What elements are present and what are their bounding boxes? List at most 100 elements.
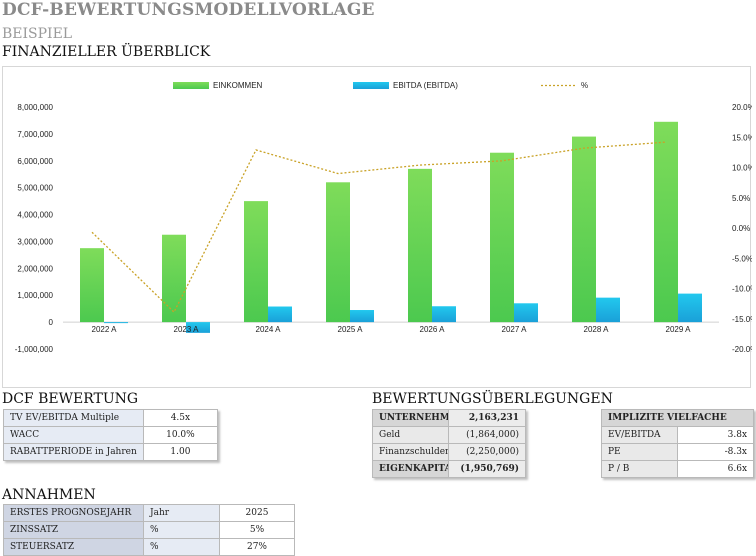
ebitda-bar xyxy=(514,303,538,323)
table-row: WACC 10.0% xyxy=(3,426,219,444)
x-tick-label: 2026 A xyxy=(420,325,446,334)
legend-income-swatch xyxy=(173,82,209,89)
income-bar xyxy=(490,152,514,323)
dcf-value[interactable]: 4.5x xyxy=(142,409,219,427)
legend-percent-label: % xyxy=(581,81,588,90)
valuation-value[interactable]: (1,864,000) xyxy=(448,426,526,444)
multiples-value[interactable]: -8.3x xyxy=(676,443,755,461)
income-bar xyxy=(326,182,350,323)
y2-tick-label: 0.0% xyxy=(732,224,750,233)
ebitda-bar xyxy=(350,310,374,323)
income-bar xyxy=(572,136,596,323)
assumption-unit: % xyxy=(143,521,220,539)
table-row: IMPLIZITE VIELFACHE xyxy=(600,409,755,427)
y2-tick-label: 10.0% xyxy=(732,164,752,173)
table-row: P / B 6.6x xyxy=(601,460,755,478)
valuation-heading: BEWERTUNGSÜBERLEGUNGEN xyxy=(372,391,613,407)
multiples-table: IMPLIZITE VIELFACHE EV/EBITDA 3.8x PE -8… xyxy=(600,409,755,478)
dcf-label: WACC xyxy=(3,426,144,444)
y-tick-label: 0 xyxy=(49,318,54,327)
y2-tick-label: 20.0% xyxy=(732,103,752,112)
x-tick-label: 2029 A xyxy=(666,325,692,334)
x-tick-label: 2023 A xyxy=(174,325,200,334)
table-row: PE -8.3x xyxy=(601,443,755,461)
table-row: EIGENKAPITALWERT (1,950,769) xyxy=(372,460,526,478)
assumption-label: ERSTES PROGNOSEJAHR xyxy=(3,504,144,522)
y-tick-label: 5,000,000 xyxy=(17,184,53,193)
valuation-value[interactable]: 2,163,231 xyxy=(448,409,526,427)
y2-tick-label: -15.0% xyxy=(732,315,752,324)
table-row: STEUERSATZ % 27% xyxy=(3,538,295,556)
y2-tick-label: -10.0% xyxy=(732,285,752,294)
y-tick-label: 2,000,000 xyxy=(17,264,53,273)
assumptions-heading: ANNAHMEN xyxy=(2,487,96,503)
income-bar xyxy=(80,248,104,323)
y-tick-label: 7,000,000 xyxy=(17,130,53,139)
ebitda-bar xyxy=(268,306,292,323)
multiples-label: P / B xyxy=(601,460,678,478)
percent-line xyxy=(91,141,667,314)
table-row: TV EV/EBITDA Multiple 4.5x xyxy=(3,409,219,427)
x-tick-label: 2022 A xyxy=(92,325,118,334)
assumptions-table: ERSTES PROGNOSEJAHR Jahr 2025 ZINSSATZ %… xyxy=(3,504,295,556)
valuation-table: UNTERNEHMENSWERT 2,163,231 Geld (1,864,0… xyxy=(372,409,526,478)
table-row: Geld (1,864,000) xyxy=(372,426,526,444)
dcf-label: RABATTPERIODE in Jahren xyxy=(3,443,144,461)
y-tick-label: 3,000,000 xyxy=(17,237,53,246)
income-bar xyxy=(162,234,186,323)
ebitda-bar xyxy=(596,297,620,323)
x-tick-label: 2027 A xyxy=(502,325,528,334)
valuation-label: Geld xyxy=(372,426,449,444)
table-row: EV/EBITDA 3.8x xyxy=(601,426,755,444)
x-tick-label: 2028 A xyxy=(584,325,610,334)
valuation-label: Finanzschulden xyxy=(372,443,449,461)
y2-tick-label: 15.0% xyxy=(732,133,752,142)
assumption-value[interactable]: 2025 xyxy=(219,504,295,522)
dcf-value[interactable]: 10.0% xyxy=(142,426,219,444)
financial-chart: -1,000,000 0 1,000,000 2,000,000 3,000,000 4,… xyxy=(15,81,752,354)
income-bar xyxy=(408,168,432,323)
legend-ebitda-swatch xyxy=(353,82,389,89)
multiples-value[interactable]: 3.8x xyxy=(676,426,755,444)
table-row: Finanzschulden (2,250,000) xyxy=(372,443,526,461)
assumption-label: ZINSSATZ xyxy=(3,521,144,539)
valuation-label: EIGENKAPITALWERT xyxy=(372,460,449,478)
page-title: DCF-BEWERTUNGSMODELLVORLAGE xyxy=(2,0,375,20)
legend-income-label: EINKOMMEN xyxy=(213,81,263,90)
chart-panel: -1,000,000 0 1,000,000 2,000,000 3,000,000 4,… xyxy=(2,66,752,388)
multiples-value[interactable]: 6.6x xyxy=(676,460,755,478)
multiples-label: EV/EBITDA xyxy=(601,426,678,444)
dcf-heading: DCF BEWERTUNG xyxy=(2,391,139,407)
assumption-unit: Jahr xyxy=(143,504,220,522)
valuation-value[interactable]: (2,250,000) xyxy=(448,443,526,461)
y2-tick-label: -5.0% xyxy=(732,254,752,263)
ebitda-bar xyxy=(104,322,128,324)
assumption-label: STEUERSATZ xyxy=(3,538,144,556)
valuation-value[interactable]: (1,950,769) xyxy=(448,460,526,478)
table-row: RABATTPERIODE in Jahren 1.00 xyxy=(3,443,219,461)
dcf-label: TV EV/EBITDA Multiple xyxy=(3,409,144,427)
table-row: ZINSSATZ % 5% xyxy=(3,521,295,539)
multiples-heading: IMPLIZITE VIELFACHE xyxy=(600,409,755,427)
assumption-value[interactable]: 5% xyxy=(219,521,295,539)
y-tick-label: 6,000,000 xyxy=(17,157,53,166)
x-tick-label: 2024 A xyxy=(256,325,282,334)
ebitda-bar xyxy=(432,306,456,323)
income-bar xyxy=(244,201,268,323)
y2-tick-label: 5.0% xyxy=(732,194,750,203)
y-tick-label: -1,000,000 xyxy=(15,345,54,354)
multiples-label: PE xyxy=(601,443,678,461)
assumption-value[interactable]: 27% xyxy=(219,538,295,556)
y-tick-label: 1,000,000 xyxy=(17,291,53,300)
y2-tick-label: -20.0% xyxy=(732,345,752,354)
table-row: ERSTES PROGNOSEJAHR Jahr 2025 xyxy=(3,504,295,522)
x-tick-label: 2025 A xyxy=(338,325,364,334)
valuation-label: UNTERNEHMENSWERT xyxy=(372,409,449,427)
ebitda-bar xyxy=(678,293,702,323)
y-tick-label: 4,000,000 xyxy=(17,211,53,220)
table-row: UNTERNEHMENSWERT 2,163,231 xyxy=(372,409,526,427)
dcf-value[interactable]: 1.00 xyxy=(142,443,219,461)
income-bar xyxy=(654,121,678,323)
legend-ebitda-label: EBITDA (EBITDA) xyxy=(393,81,458,90)
dcf-table: TV EV/EBITDA Multiple 4.5x WACC 10.0% RA… xyxy=(3,409,219,461)
